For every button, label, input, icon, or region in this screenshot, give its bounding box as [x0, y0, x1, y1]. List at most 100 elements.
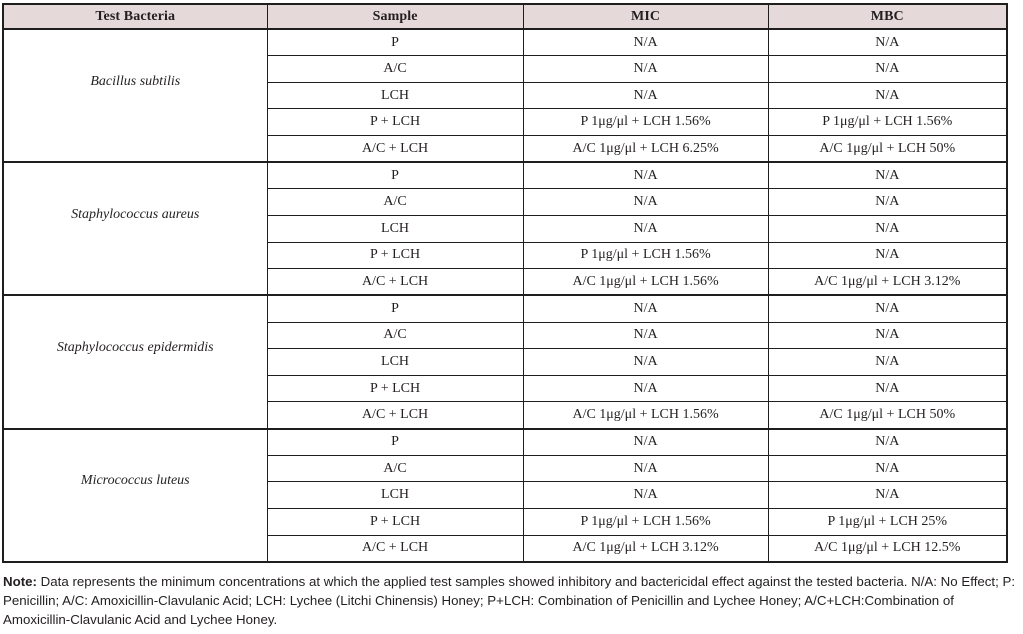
sample-cell: A/C: [266, 55, 524, 83]
table-row: A/C N/A N/A: [3, 321, 1008, 349]
bacteria-group: Micrococcus luteus P N/A N/A A/C N/A N/A LCH N/A…: [2, 428, 1008, 562]
table-note: Note: Data represents the minimum concen…: [3, 572, 1020, 629]
sample-cell: A/C: [266, 454, 524, 482]
mbc-cell: N/A: [767, 241, 1008, 269]
mic-cell: P 1μg/μl + LCH 1.56%: [522, 108, 769, 136]
table-header-row: Test Bacteria Sample MIC MBC: [2, 3, 1008, 30]
bacteria-group: Bacillus subtilis P N/A N/A A/C N/A N/A LCH N/A N…: [2, 28, 1008, 163]
mic-cell: N/A: [522, 28, 769, 56]
header-mbc: MBC: [767, 3, 1008, 30]
mbc-cell: N/A: [767, 214, 1008, 243]
mic-cell: A/C 1μg/μl + LCH 6.25%: [522, 135, 769, 163]
table-row: Staphylococcus aureus P N/A N/A: [2, 161, 1008, 296]
mic-cell: N/A: [522, 161, 769, 189]
table-row: A/C N/A N/A: [3, 454, 1008, 482]
mbc-cell: N/A: [767, 428, 1008, 456]
sample-cell: P + LCH: [266, 374, 524, 402]
mbc-cell: N/A: [767, 374, 1008, 402]
bacteria-name: Staphylococcus aureus: [71, 206, 200, 222]
table-row: A/C + LCH A/C 1μg/μl + LCH 1.56% A/C 1μg/μ…: [3, 401, 1008, 429]
mic-cell: N/A: [522, 321, 769, 349]
sample-cell: A/C: [266, 188, 524, 216]
sample-cell: LCH: [266, 214, 524, 243]
bacteria-name-cell: Staphylococcus aureus: [2, 162, 268, 296]
header-sample: Sample: [266, 3, 524, 30]
header-test-bacteria: Test Bacteria: [2, 3, 268, 30]
mic-cell: N/A: [522, 188, 769, 216]
mic-cell: N/A: [522, 374, 769, 402]
table-row: LCH N/A N/A: [3, 348, 1008, 376]
sample-cell: A/C + LCH: [266, 135, 524, 163]
mic-cell: N/A: [522, 428, 769, 456]
mic-cell: A/C 1μg/μl + LCH 1.56%: [522, 401, 769, 429]
note-text: Data represents the minimum concentratio…: [3, 573, 1016, 627]
sample-cell: A/C + LCH: [266, 534, 524, 562]
sample-cell: A/C: [266, 321, 524, 349]
sample-cell: P: [266, 428, 524, 456]
bacteria-name: Bacillus subtilis: [90, 73, 181, 89]
mic-cell: N/A: [522, 81, 769, 109]
mbc-cell: A/C 1μg/μl + LCH 50%: [767, 135, 1008, 163]
table-row: Bacillus subtilis P N/A N/A: [2, 28, 1008, 163]
mic-cell: P 1μg/μl + LCH 1.56%: [522, 508, 769, 536]
bacteria-group: Staphylococcus aureus P N/A N/A A/C N/A N/A LCH…: [2, 161, 1008, 296]
mic-cell: P 1μg/μl + LCH 1.56%: [522, 241, 769, 269]
mbc-cell: P 1μg/μl + LCH 1.56%: [767, 108, 1008, 136]
table-row: A/C N/A N/A: [3, 188, 1008, 216]
mbc-cell: N/A: [767, 348, 1008, 376]
mic-cell: N/A: [522, 454, 769, 482]
mic-cell: N/A: [522, 348, 769, 376]
table-row: LCH N/A N/A: [3, 481, 1008, 509]
table-row: P + LCH P 1μg/μl + LCH 1.56% N/A: [3, 241, 1008, 269]
bacteria-group: Staphylococcus epidermidis P N/A N/A A/C N/A N…: [2, 294, 1008, 429]
mbc-cell: N/A: [767, 321, 1008, 349]
bacteria-name-cell: Staphylococcus epidermidis: [2, 295, 268, 429]
sample-cell: P + LCH: [266, 108, 524, 136]
table-row: Micrococcus luteus P N/A N/A: [2, 428, 1008, 562]
table-row: LCH N/A N/A: [3, 214, 1008, 243]
table-row: LCH N/A N/A: [3, 81, 1008, 109]
header-mic: MIC: [522, 3, 769, 30]
mbc-cell: N/A: [767, 28, 1008, 56]
mic-mbc-table: Test Bacteria Sample MIC MBC Bacillus su…: [2, 3, 1008, 563]
mbc-cell: A/C 1μg/μl + LCH 3.12%: [767, 268, 1008, 296]
sample-cell: A/C + LCH: [266, 268, 524, 296]
sample-cell: P: [266, 161, 524, 189]
mbc-cell: N/A: [767, 81, 1008, 109]
sample-cell: LCH: [266, 481, 524, 509]
sample-cell: P + LCH: [266, 508, 524, 536]
table-row: P + LCH P 1μg/μl + LCH 1.56% P 1μg/μl + LC…: [3, 508, 1008, 536]
table-row: A/C + LCH A/C 1μg/μl + LCH 3.12% A/C 1μg/μ…: [3, 534, 1008, 562]
table-row: A/C + LCH A/C 1μg/μl + LCH 6.25% A/C 1μg/μ…: [3, 135, 1008, 163]
table-row: P + LCH P 1μg/μl + LCH 1.56% P 1μg/μl + LC…: [3, 108, 1008, 136]
mbc-cell: N/A: [767, 188, 1008, 216]
mbc-cell: N/A: [767, 161, 1008, 189]
mbc-cell: N/A: [767, 454, 1008, 482]
mbc-cell: P 1μg/μl + LCH 25%: [767, 508, 1008, 536]
sample-cell: P: [266, 28, 524, 56]
sample-cell: A/C + LCH: [266, 401, 524, 429]
sample-cell: P: [266, 294, 524, 323]
mic-cell: N/A: [522, 481, 769, 509]
bacteria-name-cell: Bacillus subtilis: [2, 29, 268, 163]
mic-cell: N/A: [522, 294, 769, 323]
table-row: P + LCH N/A N/A: [3, 374, 1008, 402]
bacteria-name: Staphylococcus epidermidis: [56, 340, 214, 355]
sample-cell: LCH: [266, 348, 524, 376]
mbc-cell: N/A: [767, 294, 1008, 323]
table-row: Staphylococcus epidermidis P N/A N/A: [2, 294, 1008, 429]
mbc-cell: N/A: [767, 481, 1008, 509]
bacteria-name-cell: Micrococcus luteus: [2, 428, 268, 562]
note-label: Note:: [3, 573, 37, 589]
mbc-cell: A/C 1μg/μl + LCH 12.5%: [767, 534, 1008, 562]
mbc-cell: A/C 1μg/μl + LCH 50%: [767, 401, 1008, 429]
sample-cell: P + LCH: [266, 241, 524, 269]
sample-cell: LCH: [266, 81, 524, 109]
bacteria-name: Micrococcus luteus: [80, 473, 190, 489]
table-row: A/C N/A N/A: [3, 55, 1008, 83]
mic-cell: A/C 1μg/μl + LCH 1.56%: [522, 268, 769, 296]
mic-cell: A/C 1μg/μl + LCH 3.12%: [522, 534, 769, 562]
mic-cell: N/A: [522, 55, 769, 83]
mic-cell: N/A: [522, 214, 769, 243]
